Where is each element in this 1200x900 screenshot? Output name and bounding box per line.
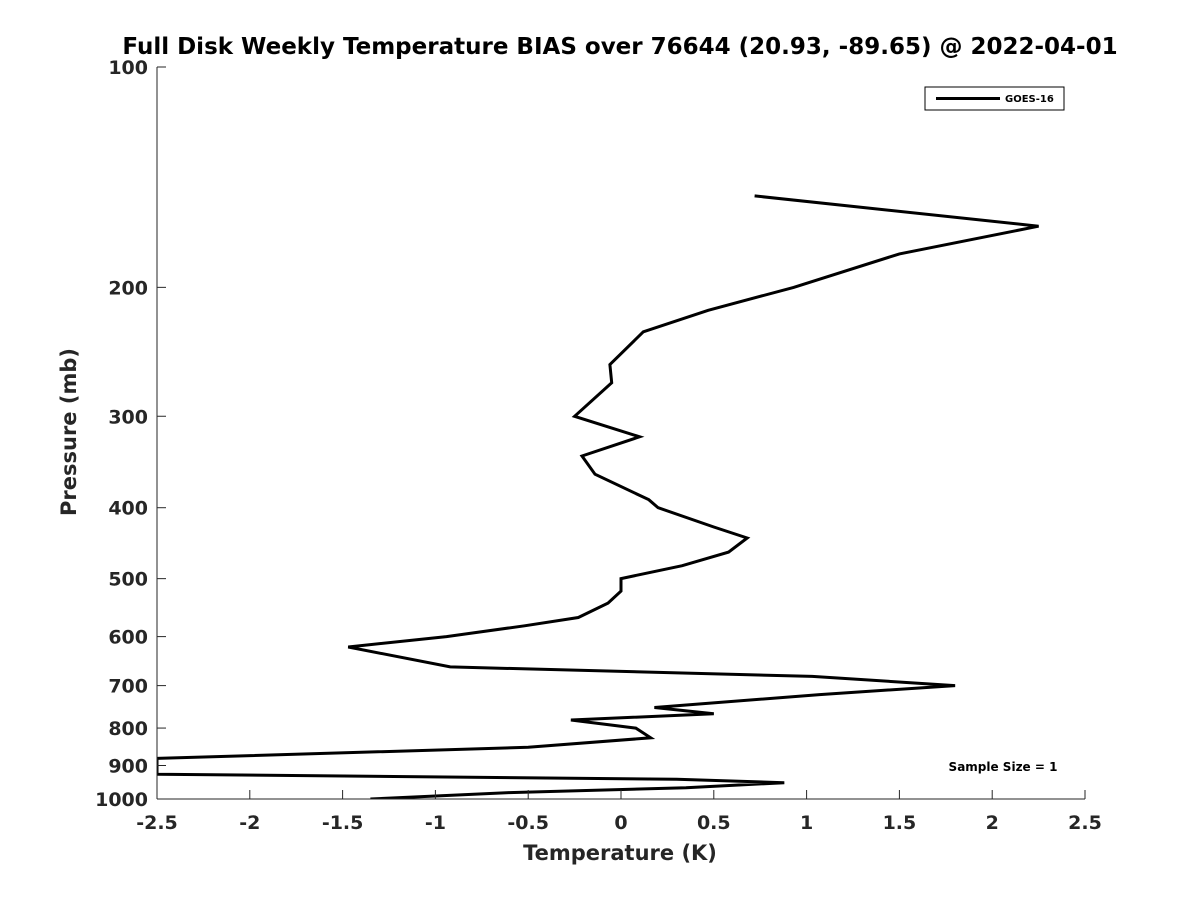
x-tick-label: -2.5 [136,812,178,834]
y-axis: 100 200 300 400 500 600 700 800 900 1000 [95,57,166,811]
y-axis-label: Pressure (mb) [57,348,81,516]
y-tick-label: 1000 [95,789,148,811]
y-tick-label: 200 [108,277,148,299]
x-tick-label: -1.5 [322,812,364,834]
legend-label: GOES-16 [1005,94,1054,105]
x-tick-label: 2.5 [1068,812,1102,834]
x-tick-label: 0 [614,812,627,834]
x-tick-label: 1 [800,812,813,834]
x-axis: -2.5 -2 -1.5 -1 -0.5 0 0.5 1 1.5 2 2.5 [136,790,1102,834]
x-tick-label: -2 [239,812,260,834]
y-tick-label: 300 [108,406,148,428]
sample-size-annotation: Sample Size = 1 [949,760,1058,774]
y-tick-label: 700 [108,676,148,698]
legend: GOES-16 [924,86,1065,111]
y-tick-label: 500 [108,569,148,591]
chart-title: Full Disk Weekly Temperature BIAS over 7… [122,34,1117,60]
plot-area [156,194,1039,800]
x-tick-label: 0.5 [697,812,731,834]
x-tick-label: 2 [986,812,999,834]
x-tick-label: -0.5 [507,812,549,834]
y-tick-label: 900 [108,756,148,778]
series-line-goes-16 [157,194,1039,799]
x-tick-label: 1.5 [883,812,917,834]
y-tick-label: 800 [108,718,148,740]
y-tick-label: 100 [108,57,148,79]
y-tick-label: 400 [108,498,148,520]
x-tick-label: -1 [425,812,446,834]
x-axis-label: Temperature (K) [523,841,717,865]
y-tick-label: 600 [108,627,148,649]
